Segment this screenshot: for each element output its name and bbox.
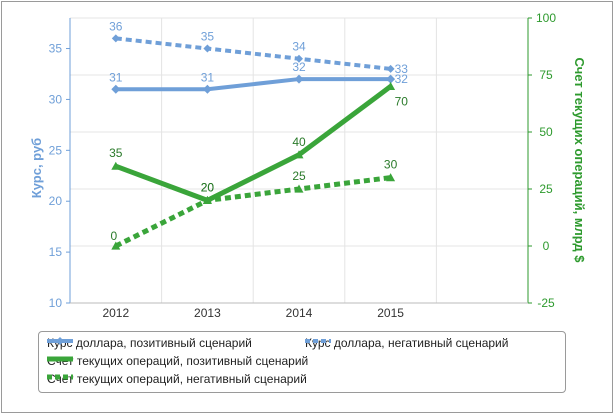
- y-left-tick-label: 10: [49, 296, 63, 310]
- y-right-tick-label: 50: [539, 125, 553, 139]
- data-point-marker: [386, 64, 395, 73]
- data-point-marker: [386, 173, 396, 182]
- y-axis-right-title: Счет текущих операций, млрд $: [572, 58, 587, 264]
- data-label: 20: [201, 180, 215, 194]
- legend-label: Счет текущих операций, позитивный сценар…: [47, 354, 309, 368]
- x-tick-label: 2015: [377, 306, 404, 320]
- data-label: 35: [201, 30, 215, 44]
- data-point-marker: [386, 81, 396, 90]
- y-right-tick-label: 100: [536, 11, 556, 25]
- series-layer: [111, 34, 396, 250]
- data-label: 32: [292, 60, 306, 74]
- tick-labels: 10 15 20 25 30 35 -25 0 25 50 75 100 2012 2013 2014 201…: [49, 11, 557, 320]
- axes: [66, 17, 532, 304]
- data-label: 30: [384, 158, 398, 172]
- legend-swatch-blue-solid: [47, 337, 73, 345]
- data-point-marker: [386, 74, 396, 84]
- y-right-tick-label: 75: [539, 68, 553, 82]
- data-point-marker: [111, 34, 120, 43]
- data-label: 70: [395, 94, 409, 108]
- y-axis-left-title: Курс, руб: [29, 138, 44, 198]
- legend-item[interactable]: Курс доллара, позитивный сценарий: [47, 336, 252, 350]
- y-left-tick-label: 35: [49, 42, 63, 56]
- legend-swatch-blue-dotted: [305, 339, 331, 343]
- data-label: 34: [292, 40, 306, 54]
- data-label: 40: [292, 135, 306, 149]
- chart-legend: Курс доллара, позитивный сценарий Курс д…: [38, 331, 566, 393]
- legend-label: Курс доллара, позитивный сценарий: [47, 336, 252, 350]
- y-left-tick-label: 15: [49, 245, 63, 259]
- y-right-tick-label: -25: [537, 296, 555, 310]
- data-point-marker: [202, 84, 212, 94]
- data-label: 32: [395, 72, 409, 86]
- data-label: 25: [292, 169, 306, 183]
- legend-swatch-green-dotted: [47, 374, 73, 380]
- series-line-4: [114, 175, 391, 249]
- legend-item[interactable]: Счет текущих операций, негативный сценар…: [47, 372, 307, 386]
- x-tick-label: 2013: [194, 306, 221, 320]
- y-right-tick-label: 25: [539, 182, 553, 196]
- x-tick-label: 2014: [286, 306, 313, 320]
- data-point-marker: [111, 84, 121, 94]
- data-point-marker: [295, 54, 303, 63]
- legend-label: Курс доллара, негативный сценарий: [305, 336, 509, 350]
- data-label: 35: [109, 146, 123, 160]
- y-left-tick-label: 25: [49, 143, 63, 157]
- series-line-2: [115, 36, 391, 71]
- data-point-marker: [294, 150, 304, 159]
- x-tick-label: 2012: [102, 306, 129, 320]
- legend-swatch-green-solid: [47, 356, 73, 362]
- legend-label: Счет текущих операций, негативный сценар…: [47, 372, 307, 386]
- data-point-marker: [202, 195, 212, 204]
- legend-item[interactable]: Курс доллара, негативный сценарий: [305, 336, 508, 350]
- legend-item[interactable]: Счет текущих операций, позитивный сценар…: [47, 354, 308, 368]
- y-left-tick-label: 30: [49, 92, 63, 106]
- data-point-marker: [203, 44, 212, 53]
- y-left-tick-label: 20: [49, 194, 63, 208]
- data-label: 33: [395, 62, 409, 76]
- data-point-marker: [111, 161, 121, 170]
- series-line-3: [114, 84, 393, 203]
- data-point-marker: [294, 74, 304, 84]
- series-line-1: [115, 77, 391, 92]
- data-label: 31: [109, 70, 123, 84]
- data-label: 31: [201, 70, 215, 84]
- data-point-marker: [294, 184, 304, 193]
- data-label: 20: [201, 180, 215, 194]
- data-label: 0: [110, 229, 117, 243]
- y-right-tick-label: 0: [543, 239, 550, 253]
- data-label: 36: [109, 19, 123, 33]
- data-point-marker: [111, 241, 121, 250]
